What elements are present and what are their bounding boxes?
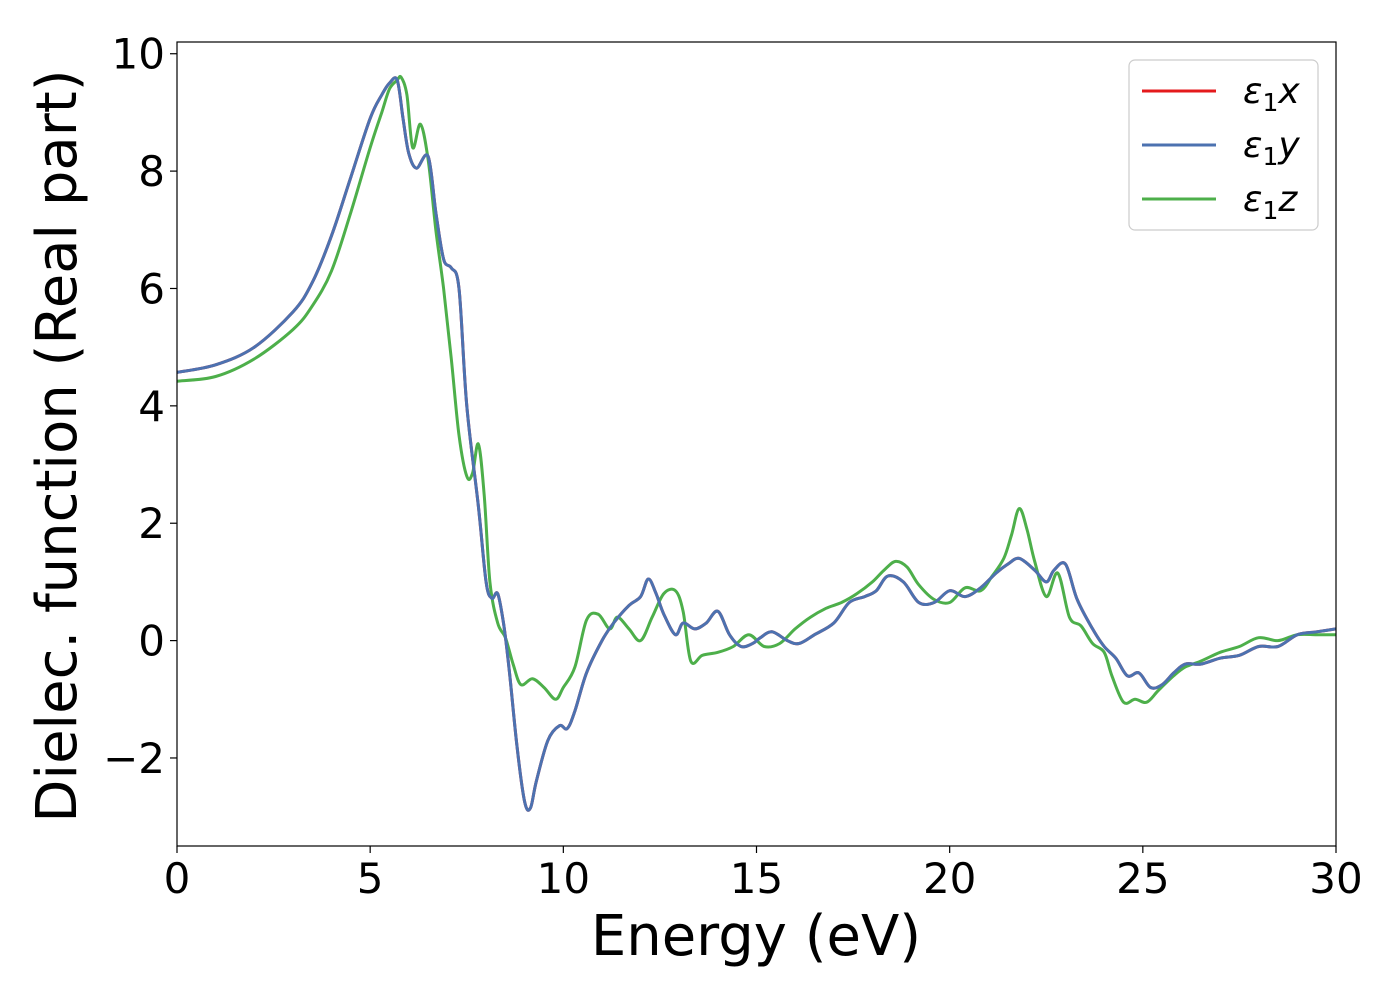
x-tick-label: 30	[1309, 854, 1362, 903]
series-line-y	[177, 76, 1336, 812]
y-axis-label: Dielec. function (Real part)	[25, 69, 90, 822]
legend: ε1x ε1y ε1z	[1128, 59, 1319, 231]
x-tick-label: 15	[730, 854, 783, 903]
y-tick-label: 10	[112, 30, 165, 79]
x-axis-label: Energy (eV)	[591, 904, 921, 969]
x-tick-label: 10	[537, 854, 590, 903]
x-axis-ticks: 0 5 10 15 20 25 30	[164, 846, 1363, 903]
y-axis-ticks: −2 0 2 4 6 8 10	[103, 30, 177, 783]
y-tick-label: 0	[138, 617, 165, 666]
legend-items: ε1x ε1y ε1z	[1142, 71, 1300, 225]
series-layer	[177, 74, 1336, 812]
y-tick-label: 2	[138, 499, 165, 548]
x-tick-label: 25	[1116, 854, 1169, 903]
y-tick-label: 4	[138, 382, 165, 431]
y-tick-label: −2	[103, 734, 165, 783]
x-tick-label: 0	[164, 854, 191, 903]
x-tick-label: 20	[923, 854, 976, 903]
legend-label-y: ε1y	[1243, 125, 1300, 171]
y-tick-label: 8	[138, 147, 165, 196]
legend-label-z: ε1z	[1243, 179, 1298, 225]
legend-box	[1128, 59, 1319, 231]
x-tick-label: 5	[357, 854, 384, 903]
y-tick-label: 6	[138, 264, 165, 313]
legend-label-x: ε1x	[1243, 71, 1300, 117]
